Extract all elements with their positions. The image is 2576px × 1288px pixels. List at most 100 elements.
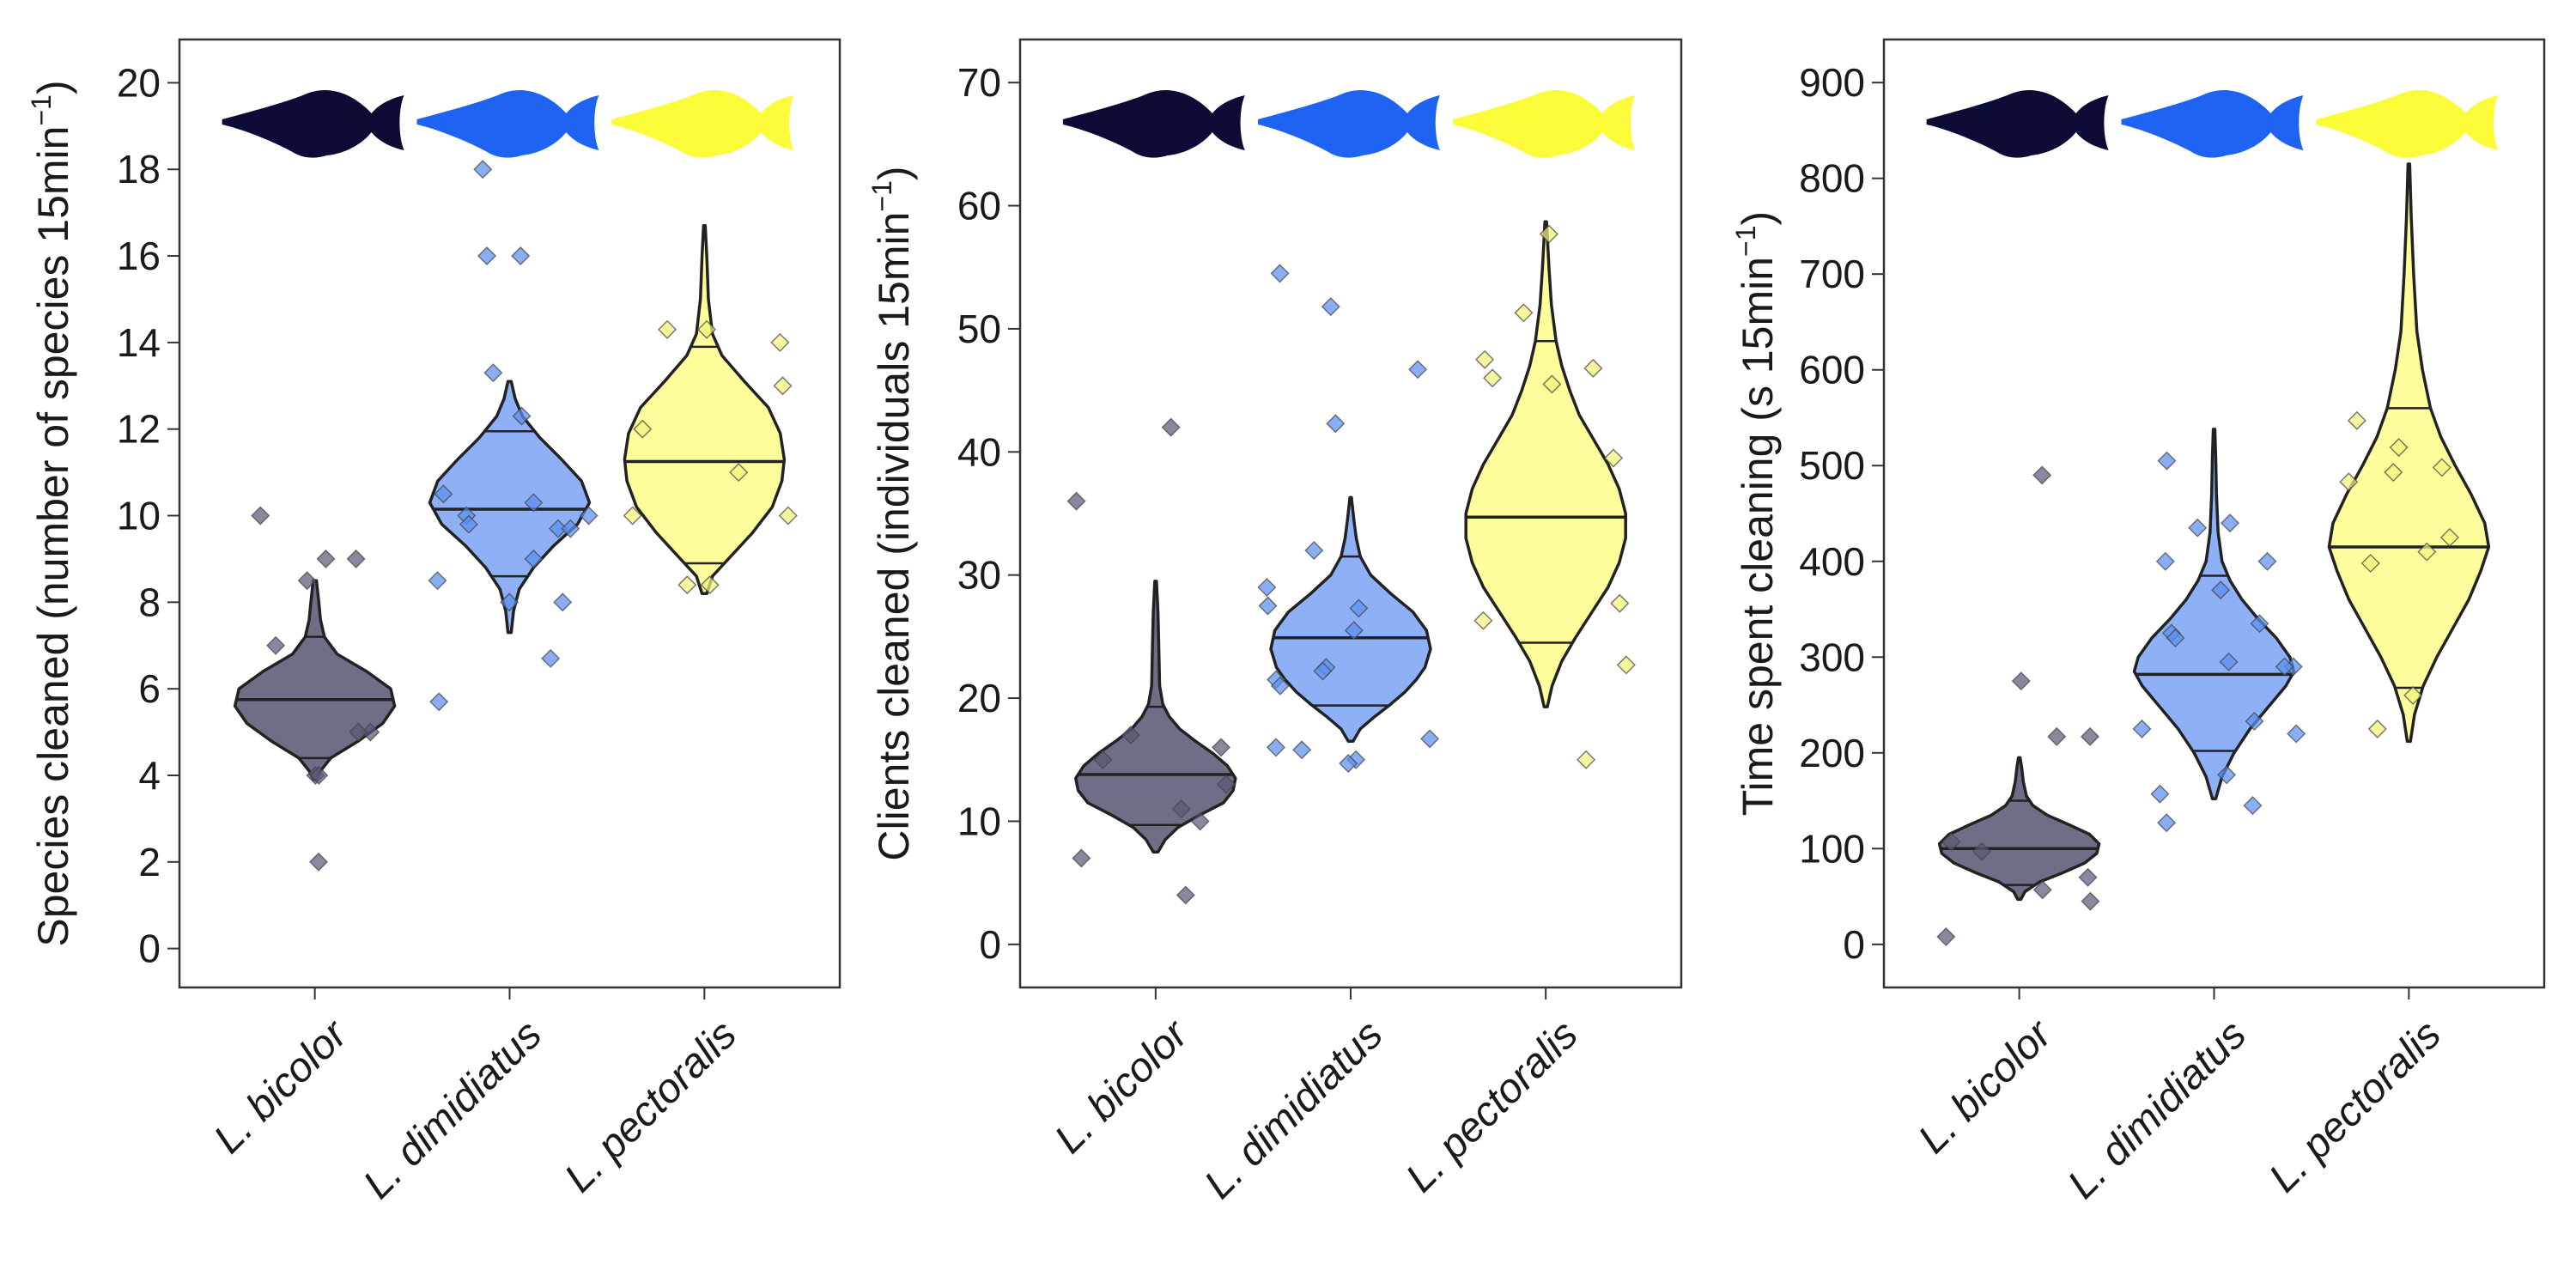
data-point — [251, 506, 270, 526]
data-point — [1326, 414, 1346, 434]
data-point — [2155, 551, 2175, 571]
data-point — [349, 722, 368, 742]
data-point — [1483, 368, 1503, 388]
data-point — [500, 592, 519, 612]
data-point — [512, 406, 532, 426]
y-tick-label: 600 — [1799, 348, 1865, 392]
data-point — [770, 332, 790, 352]
y-tick-label: 100 — [1799, 826, 1865, 871]
data-point — [1066, 491, 1086, 511]
data-point — [2339, 472, 2359, 492]
data-point — [2245, 711, 2264, 732]
data-point — [2166, 628, 2185, 648]
data-point — [473, 160, 493, 179]
data-point — [1616, 655, 1636, 675]
panel-2: 0 10 20 30 40 50 60 70 Clients cleaned (individu… — [866, 38, 1683, 1207]
data-point — [2217, 765, 2237, 785]
data-point — [2220, 513, 2240, 533]
data-point — [2032, 880, 2052, 900]
data-point — [1257, 577, 1277, 598]
fish-pectoralis-icon — [2316, 89, 2499, 158]
y-tick-label: 40 — [957, 429, 1001, 474]
data-point — [1539, 224, 1558, 244]
y-tick-label: 30 — [957, 553, 1001, 598]
violin-pectoralis — [2327, 162, 2491, 744]
fish-dimidiatus-icon — [416, 89, 599, 158]
data-point — [633, 419, 653, 439]
y-tick-label: 8 — [138, 580, 161, 624]
data-point — [1349, 598, 1369, 618]
data-point — [1216, 775, 1236, 794]
x-category-label: L. dimidiatus — [355, 1012, 550, 1207]
data-point — [309, 765, 329, 786]
violin-dimidiatus — [2132, 428, 2296, 801]
data-point — [1190, 811, 1210, 831]
data-point — [1542, 374, 1562, 394]
fish-bicolor-icon — [1062, 89, 1245, 158]
data-point — [1321, 297, 1340, 317]
panel-3: 0 100 200 300 400 500 600 700 800 900 Time spent c… — [1730, 38, 2546, 1207]
data-point — [2367, 719, 2387, 738]
data-point — [1258, 596, 1278, 616]
x-category-label: L. bicolor — [205, 1011, 357, 1163]
y-tick-label: 20 — [117, 60, 161, 105]
data-point — [729, 463, 749, 483]
data-point — [1270, 264, 1290, 283]
y-axis-title: Species cleaned (number of species 15min… — [26, 80, 77, 946]
fish-pectoralis-icon — [1453, 89, 1636, 158]
data-point — [2080, 726, 2100, 746]
y-tick-label: 0 — [1843, 922, 1865, 967]
data-point — [1971, 841, 1991, 861]
x-category-label: L. dimidiatus — [1196, 1012, 1392, 1207]
panels: 0 2 4 6 8 10 12 14 16 18 20 Species cleaned (number… — [26, 38, 2546, 1207]
y-tick-label: 200 — [1799, 731, 1865, 775]
data-point — [2219, 652, 2239, 671]
x-category-label: L. dimidiatus — [2059, 1012, 2255, 1207]
fish-dimidiatus-icon — [1258, 89, 1440, 158]
data-point — [2384, 462, 2403, 483]
data-point — [2389, 437, 2409, 458]
data-point — [773, 376, 793, 396]
data-point — [778, 506, 798, 526]
data-point — [2081, 891, 2100, 911]
data-point — [697, 319, 717, 339]
fish-bicolor-icon — [222, 89, 404, 158]
data-point — [2047, 726, 2067, 746]
x-category-label: L. pectoralis — [556, 1012, 745, 1200]
data-point — [1304, 540, 1324, 561]
y-tick-label: 10 — [117, 494, 161, 538]
y-tick-label: 6 — [138, 666, 161, 711]
data-point — [477, 246, 497, 266]
data-point — [1176, 885, 1195, 905]
data-point — [657, 319, 677, 339]
y-tick-label: 0 — [138, 927, 161, 971]
data-point — [561, 519, 580, 538]
data-point — [1313, 661, 1333, 681]
data-point — [1577, 750, 1596, 769]
data-point — [346, 549, 366, 568]
data-point — [2157, 813, 2177, 833]
data-point — [2188, 518, 2208, 538]
data-point — [2417, 542, 2437, 562]
data-point — [1344, 621, 1364, 641]
data-point — [1408, 360, 1428, 380]
data-point — [1473, 611, 1493, 630]
x-category-label: L. pectoralis — [2261, 1012, 2450, 1200]
data-point — [2011, 671, 2031, 691]
y-tick-label: 10 — [957, 799, 1001, 843]
data-point — [1292, 740, 1312, 760]
data-point — [553, 592, 573, 612]
data-point — [623, 506, 642, 526]
data-point — [1475, 349, 1495, 369]
data-point — [429, 692, 449, 712]
data-point — [1266, 738, 1286, 757]
x-category-label: L. pectoralis — [1397, 1012, 1586, 1200]
data-point — [511, 246, 531, 266]
panel-1: 0 2 4 6 8 10 12 14 16 18 20 Species cleaned (number… — [26, 38, 841, 1207]
x-category-label: L. bicolor — [1910, 1011, 2062, 1163]
violin-bicolor — [233, 579, 397, 781]
y-tick-label: 300 — [1799, 635, 1865, 679]
data-point — [1941, 832, 1961, 852]
y-axis-title: Clients cleaned (individuals 15min−1) — [866, 166, 918, 860]
y-tick-label: 400 — [1799, 539, 1865, 584]
